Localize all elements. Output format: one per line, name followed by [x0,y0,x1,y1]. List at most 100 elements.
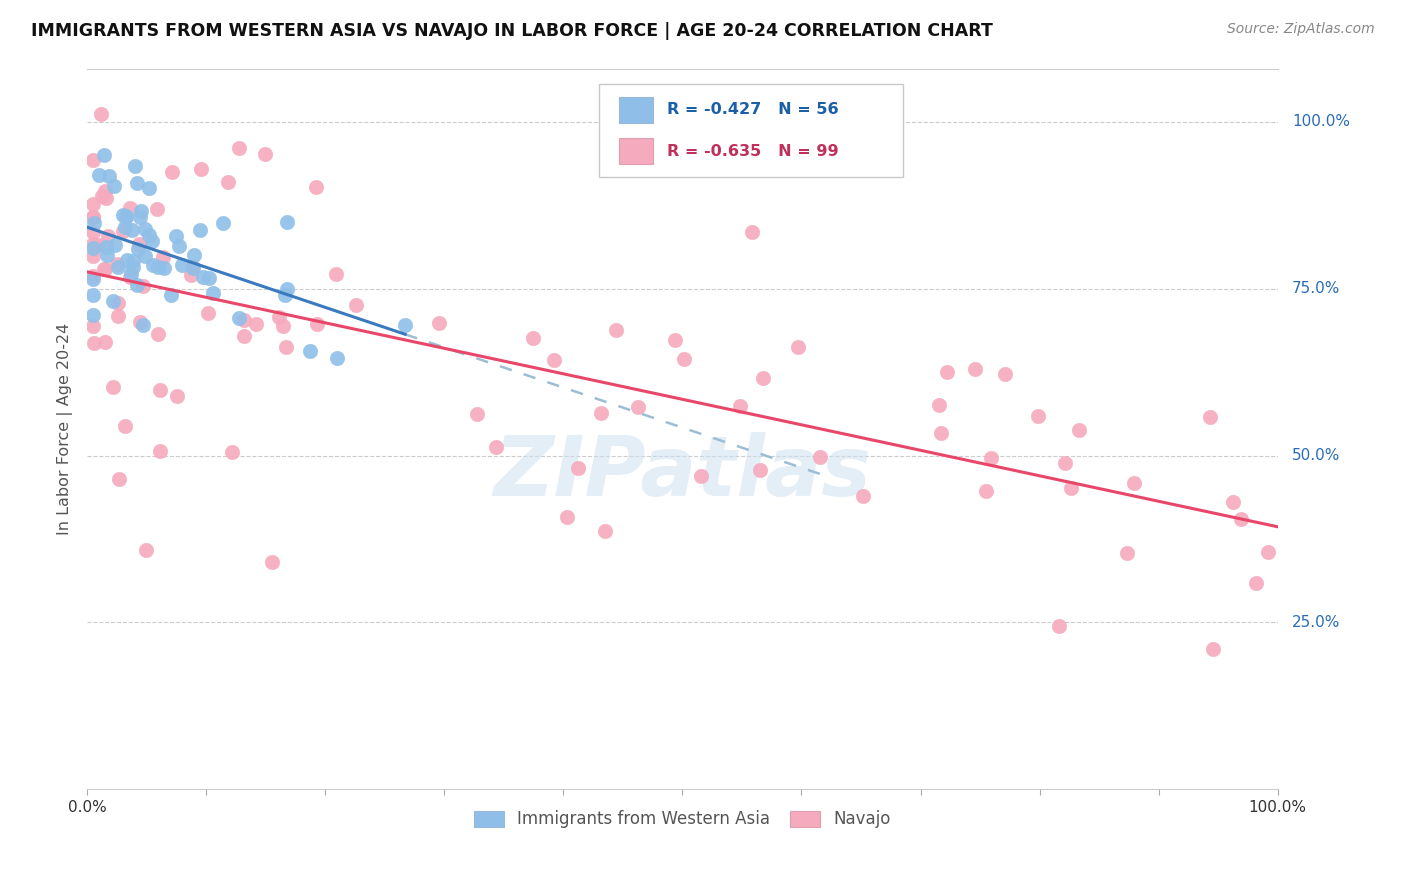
Point [146,260,169,274]
Point [1060,481,1083,495]
Point [190,162,212,177]
Point [127,278,149,293]
Point [1115,545,1137,559]
Point [276,282,298,296]
Point [197,306,219,320]
Point [728,400,751,414]
Text: 75.0%: 75.0% [1292,281,1340,296]
Point [107,260,129,274]
Point [928,398,950,412]
Text: R = -0.427   N = 56: R = -0.427 N = 56 [666,102,838,117]
Point [118,202,141,216]
Point [82,319,104,334]
Point [138,181,160,195]
Point [82,237,104,252]
Point [93,185,115,199]
Point [1026,409,1049,423]
Point [114,219,136,234]
Point [202,285,225,300]
Text: 50.0%: 50.0% [1292,448,1340,463]
Point [107,472,129,486]
Point [96,239,118,253]
Point [180,268,202,282]
Point [181,260,204,275]
Point [94,191,117,205]
Point [276,214,298,228]
Point [994,368,1017,382]
Point [1123,475,1146,490]
Point [605,322,627,336]
Point [167,239,190,253]
Point [1222,494,1244,508]
Point [245,317,267,331]
Point [936,365,959,379]
FancyBboxPatch shape [599,85,903,177]
Text: 25.0%: 25.0% [1292,615,1340,630]
Point [228,140,250,154]
Point [132,318,155,332]
Point [105,257,128,271]
Point [94,335,117,350]
Point [91,188,114,202]
Point [567,460,589,475]
Point [141,235,163,249]
Point [299,343,322,358]
Point [228,310,250,325]
Point [276,340,298,354]
Point [97,229,120,244]
Y-axis label: In Labor Force | Age 20-24: In Labor Force | Age 20-24 [58,323,73,535]
FancyBboxPatch shape [619,138,652,164]
Point [128,211,150,225]
Text: 100.0%: 100.0% [1292,114,1350,129]
Point [121,253,143,268]
Point [93,148,115,162]
Point [253,146,276,161]
Point [808,450,831,465]
Point [134,222,156,236]
Point [121,268,143,282]
Point [83,216,105,230]
Point [1244,575,1267,590]
Point [980,451,1002,466]
Point [112,224,135,238]
Point [198,270,221,285]
Point [103,380,125,394]
Point [121,222,143,236]
Point [307,317,329,331]
Point [593,524,616,538]
Point [103,178,125,193]
Point [114,209,136,223]
Point [82,196,104,211]
Point [82,288,104,302]
Point [664,333,686,347]
Point [124,160,146,174]
Point [93,261,115,276]
Point [107,310,129,324]
Point [1199,409,1222,424]
Point [89,238,111,252]
Point [82,225,104,239]
Point [112,208,135,222]
Text: ZIPatlas: ZIPatlas [494,432,872,513]
Point [1047,618,1070,632]
Point [152,250,174,264]
Point [146,326,169,341]
Point [787,340,810,354]
Point [96,248,118,262]
Point [82,249,104,263]
Point [131,279,153,293]
Point [555,510,578,524]
Point [273,318,295,333]
Point [129,204,152,219]
Point [191,269,214,284]
Point [138,228,160,243]
Point [465,407,488,421]
Point [148,444,170,458]
Point [741,225,763,239]
Point [233,313,256,327]
Point [344,297,367,311]
Point [101,294,124,309]
Point [273,287,295,301]
Point [221,445,243,459]
Point [672,352,695,367]
